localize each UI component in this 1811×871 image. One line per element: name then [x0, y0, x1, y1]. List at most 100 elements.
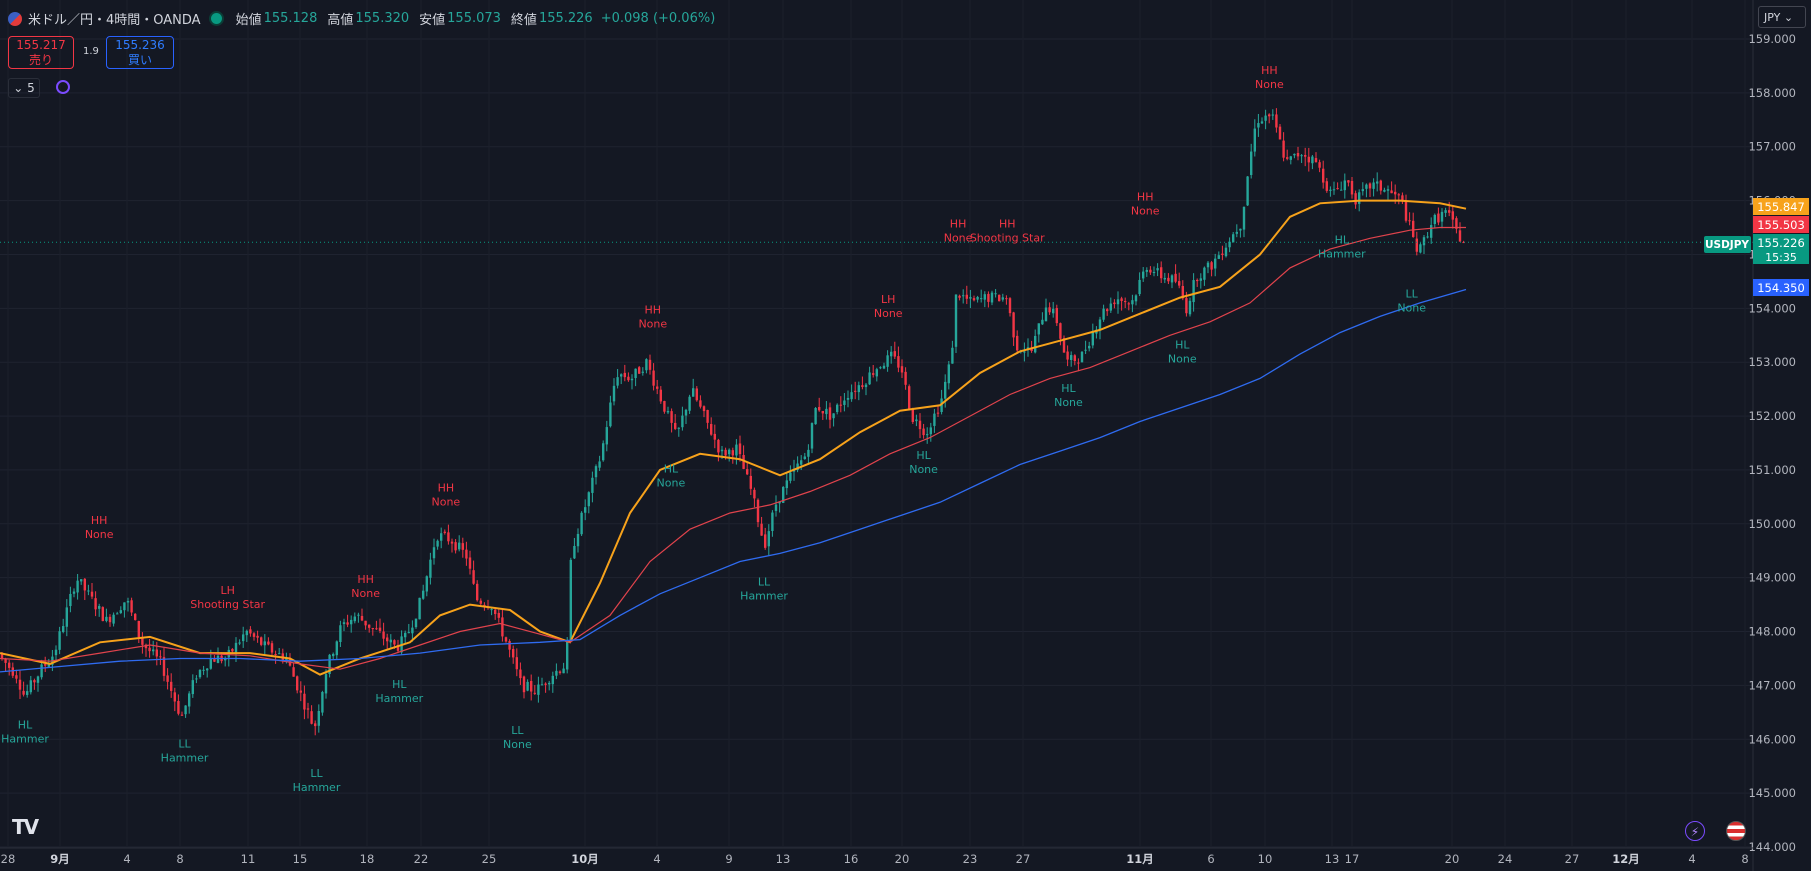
candle-body — [1383, 189, 1386, 192]
candle-body — [854, 390, 857, 392]
candle-body — [868, 372, 871, 385]
candle-body — [368, 624, 371, 628]
candle-body — [980, 298, 983, 300]
candle-body — [728, 449, 731, 455]
pattern-label-name: Shooting Star — [190, 598, 265, 611]
candle-body — [465, 549, 468, 559]
candle-body — [1325, 181, 1328, 191]
pattern-label-name: None — [944, 232, 973, 245]
sell-button[interactable]: 155.217 売り — [8, 36, 74, 69]
candle-body — [1232, 234, 1235, 243]
candle-body — [1008, 298, 1012, 314]
price-badge-text: 154.350 — [1757, 281, 1805, 295]
pattern-label-type: HL — [1175, 339, 1190, 352]
candle-body — [659, 389, 662, 402]
x-tick-label: 18 — [360, 852, 375, 866]
pattern-label-type: HL — [916, 449, 931, 462]
x-tick-label: 27 — [1016, 852, 1031, 866]
candle-body — [4, 658, 7, 663]
us-flag-icon[interactable] — [1726, 821, 1746, 841]
candle-body — [1070, 355, 1073, 361]
candle-body — [706, 410, 709, 423]
candle-body — [1084, 349, 1087, 351]
candle-body — [1001, 297, 1004, 300]
candle-body — [162, 657, 166, 676]
candle-body — [760, 523, 763, 536]
symbol-badge — [1704, 236, 1751, 253]
candle-body — [1300, 155, 1303, 157]
candle-body — [98, 606, 101, 609]
candle-body — [1462, 242, 1465, 244]
x-tick-label: 16 — [844, 852, 859, 866]
symbol-badge-text: USDJPY — [1705, 239, 1749, 251]
candle-body — [245, 630, 248, 636]
candle-body — [771, 512, 774, 532]
candle-body — [278, 653, 281, 655]
candle-body — [1257, 123, 1260, 128]
candle-body — [1170, 275, 1174, 283]
x-tick-label: 4 — [123, 852, 130, 866]
candle-body — [47, 663, 50, 667]
candle-body — [612, 385, 616, 402]
candle-body — [1066, 351, 1069, 360]
candle-body — [544, 683, 547, 685]
y-tick-label: 150.000 — [1748, 517, 1796, 531]
candle-body — [1250, 151, 1253, 175]
pattern-label-name: None — [1255, 78, 1284, 91]
pattern-label-name: None — [1397, 302, 1426, 315]
candle-body — [998, 294, 1001, 302]
candle-body — [1347, 180, 1350, 183]
candle-body — [994, 293, 997, 295]
pattern-label-name: Hammer — [1, 732, 49, 745]
pattern-label-name: None — [1168, 353, 1197, 366]
x-tick-label: 20 — [895, 852, 910, 866]
candle-body — [33, 680, 36, 683]
candle-body — [807, 449, 810, 457]
candle-body — [155, 649, 158, 657]
candle-body — [1012, 312, 1015, 338]
candle-body — [378, 627, 382, 631]
candle-body — [785, 480, 788, 489]
symbol-title[interactable]: 米ドル／円・4時間・OANDA — [28, 13, 201, 28]
close-label: 終値 — [510, 13, 537, 28]
candle-body — [789, 472, 792, 481]
candle-body — [1016, 335, 1019, 351]
candle-body — [846, 398, 850, 400]
currency-selector[interactable]: JPY ⌄ — [1758, 6, 1806, 28]
candle-body — [1307, 156, 1310, 163]
pattern-label-type: HL — [392, 678, 407, 691]
candle-body — [350, 619, 353, 625]
pattern-label-name: None — [657, 477, 686, 490]
candle-body — [36, 676, 40, 683]
candle-body — [1304, 154, 1307, 157]
candle-body — [1052, 308, 1055, 314]
candle-body — [1354, 193, 1357, 205]
candle-body — [1034, 335, 1037, 353]
indicators-toggle-button[interactable]: ⌄ 5 — [8, 78, 40, 98]
candle-body — [1091, 332, 1094, 346]
lightning-icon[interactable]: ⚡ — [1685, 821, 1705, 841]
x-tick-label: 25 — [482, 852, 497, 866]
candle-body — [393, 640, 396, 645]
candle-body — [720, 449, 724, 452]
candle-body — [900, 366, 904, 373]
candle-body — [1152, 271, 1156, 273]
candle-body — [321, 692, 324, 713]
buy-button[interactable]: 155.236 買い — [106, 36, 174, 69]
symbol-header: 米ドル／円・4時間・OANDA 始値 155.128 高値 155.320 安値 15… — [8, 9, 721, 28]
candle-body — [112, 614, 115, 624]
x-tick-label: 10 — [1258, 852, 1273, 866]
candle-body — [260, 637, 263, 645]
pattern-label-type: HL — [18, 718, 33, 731]
candle-body — [1271, 114, 1274, 116]
data-loading-icon[interactable] — [56, 80, 70, 94]
candle-body — [105, 616, 108, 621]
candle-body — [1080, 351, 1084, 363]
x-tick-label: 4 — [1688, 852, 1695, 866]
candle-body — [396, 644, 400, 651]
last-price-badge — [1753, 234, 1809, 264]
candle-body — [886, 355, 889, 367]
pattern-label-type: LL — [178, 737, 191, 750]
price-axis: 159.000158.000157.000156.000155.000154.0… — [1748, 0, 1811, 871]
